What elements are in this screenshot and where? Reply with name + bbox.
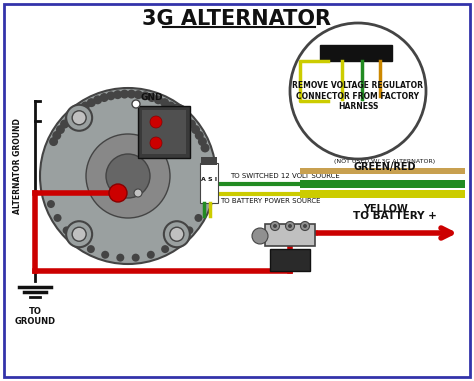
Circle shape [134,189,142,197]
Bar [265,224,315,246]
Bar [201,157,217,165]
Circle shape [66,221,92,247]
Circle shape [290,23,426,159]
Text: TO BATTERY POWER SOURCE: TO BATTERY POWER SOURCE [220,198,320,204]
Circle shape [63,226,71,234]
Circle shape [303,224,307,228]
Circle shape [273,224,277,228]
Circle shape [116,254,124,262]
Bar [300,168,465,174]
Bar [320,45,392,61]
Text: TO SWITCHED 12 VOLT SOURCE: TO SWITCHED 12 VOLT SOURCE [230,173,340,179]
Circle shape [160,98,169,107]
Circle shape [187,120,196,128]
Circle shape [201,144,210,152]
Circle shape [174,237,182,245]
Circle shape [182,114,191,123]
Bar [142,110,186,154]
Text: Yellow: Yellow [343,91,355,108]
Circle shape [301,221,310,231]
Circle shape [127,90,136,99]
Circle shape [66,105,92,131]
Circle shape [166,101,175,110]
Circle shape [47,200,55,208]
Text: REMOVE VOLTAGE REGULATOR
CONNECTOR FROM FACTORY
HARNESS: REMOVE VOLTAGE REGULATOR CONNECTOR FROM … [292,81,423,111]
Circle shape [72,111,86,125]
Text: ALTERNATOR GROUND: ALTERNATOR GROUND [12,118,21,214]
Text: Green Rod: Green Rod [363,91,380,119]
Text: Orange: Orange [381,89,394,110]
Circle shape [113,90,122,99]
Circle shape [120,90,129,99]
Circle shape [100,93,109,102]
Circle shape [172,105,181,114]
Circle shape [40,88,216,264]
Circle shape [109,184,127,202]
Circle shape [134,90,143,99]
Circle shape [170,111,184,125]
Bar [138,106,190,158]
Circle shape [86,134,170,218]
Circle shape [195,131,204,140]
Circle shape [52,131,61,140]
Circle shape [141,91,150,100]
Circle shape [106,91,115,100]
Circle shape [198,137,207,146]
Text: A S I: A S I [201,176,217,181]
Circle shape [72,227,86,241]
Circle shape [54,214,62,222]
Circle shape [75,105,84,114]
Circle shape [147,93,156,102]
Text: TO
GROUND: TO GROUND [14,307,55,327]
Circle shape [60,120,69,128]
Text: (NOT USED W/ 3G ALTERNATOR): (NOT USED W/ 3G ALTERNATOR) [335,159,436,164]
Circle shape [271,221,280,231]
Circle shape [132,254,140,262]
Circle shape [252,228,268,244]
Circle shape [194,214,202,222]
Circle shape [285,221,294,231]
Text: 3G ALTERNATOR: 3G ALTERNATOR [143,9,331,29]
Circle shape [147,251,155,259]
Bar [270,249,310,271]
Circle shape [56,125,65,134]
Circle shape [132,100,140,108]
Circle shape [150,137,162,149]
Circle shape [106,154,150,198]
Circle shape [87,98,96,107]
Text: YELLOW: YELLOW [363,204,407,214]
Circle shape [49,137,58,146]
Circle shape [70,110,79,118]
Text: GND: GND [141,93,163,102]
Circle shape [288,224,292,228]
Circle shape [161,245,169,253]
Circle shape [185,226,193,234]
Bar [300,180,465,188]
Circle shape [101,251,109,259]
Text: Yellow: Yellow [290,99,307,104]
Circle shape [81,101,90,110]
Circle shape [164,105,190,131]
Bar [300,190,465,198]
Circle shape [170,227,184,241]
Circle shape [154,95,163,104]
Circle shape [93,95,102,104]
Circle shape [191,125,200,134]
Circle shape [150,116,162,128]
Circle shape [64,114,73,123]
Text: TO BATTERY +: TO BATTERY + [353,211,437,221]
Circle shape [87,245,95,253]
Circle shape [74,237,82,245]
Circle shape [164,221,190,247]
Circle shape [177,110,186,118]
Bar [200,163,218,203]
Text: GREEN/RED: GREEN/RED [354,162,416,172]
